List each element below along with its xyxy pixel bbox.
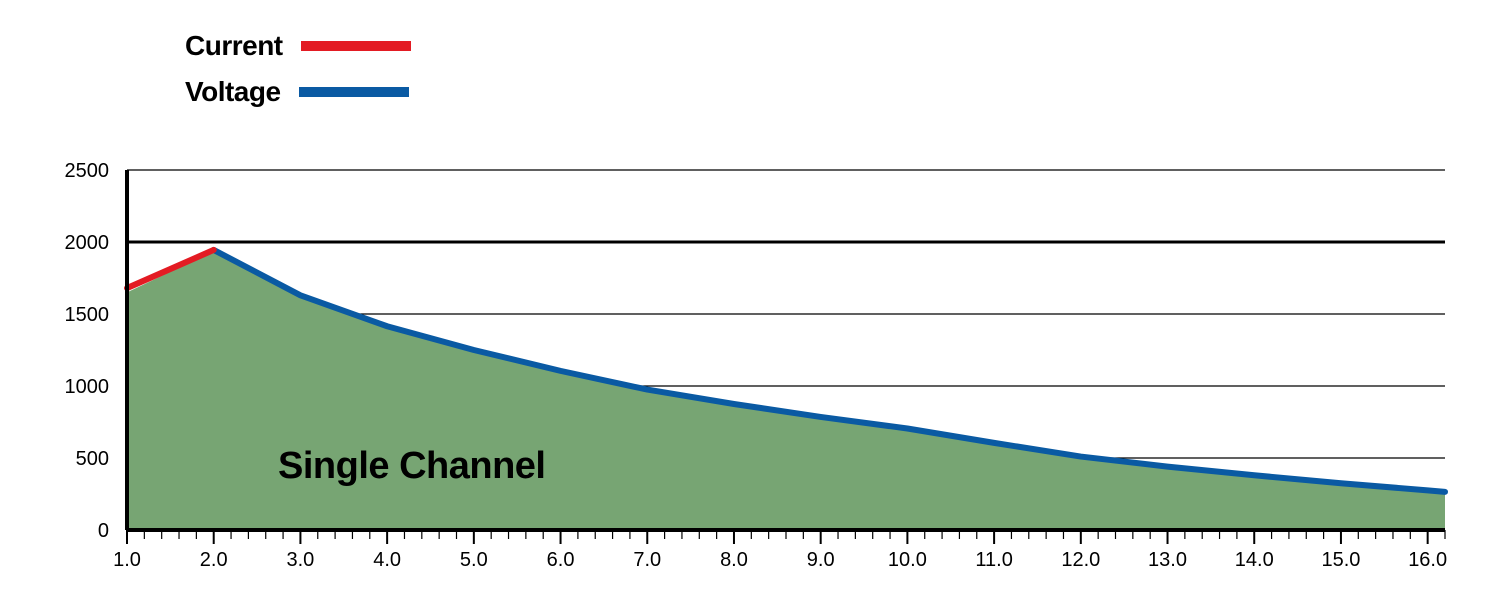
x-tick-label: 14.0 [1235,549,1274,571]
x-tick-label: 6.0 [547,549,575,571]
y-tick-label: 1000 [65,376,110,398]
x-tick-label: 11.0 [975,549,1012,571]
y-tick-label: 2500 [65,160,110,182]
x-tick-label: 3.0 [287,549,315,571]
y-tick-label: 0 [98,520,109,542]
x-tick-label: 16.0 [1408,549,1447,571]
x-tick-label: 13.0 [1148,549,1187,571]
y-tick-label: 2000 [65,232,110,254]
x-tick-label: 1.0 [113,549,141,571]
chart-annotation: Single Channel [278,445,545,488]
x-tick-label: 4.0 [373,549,401,571]
x-tick-label: 12.0 [1061,549,1100,571]
x-tick-label: 5.0 [460,549,488,571]
area-fill [127,251,1445,530]
chart-container: Current Voltage 050010001500200025001.02… [0,0,1500,612]
y-tick-label: 1500 [65,304,110,326]
x-tick-label: 8.0 [720,549,748,571]
x-tick-label: 15.0 [1321,549,1360,571]
x-tick-label: 7.0 [633,549,661,571]
x-tick-label: 9.0 [807,549,835,571]
chart-svg: 0 500 1000 1500 2000 2500 1.0 2.0 3.0 4.0 5.0 6.0 7.… [0,0,1500,612]
y-tick-label: 500 [76,448,109,470]
x-tick-label: 10.0 [888,549,927,571]
x-tick-label: 2.0 [200,549,228,571]
